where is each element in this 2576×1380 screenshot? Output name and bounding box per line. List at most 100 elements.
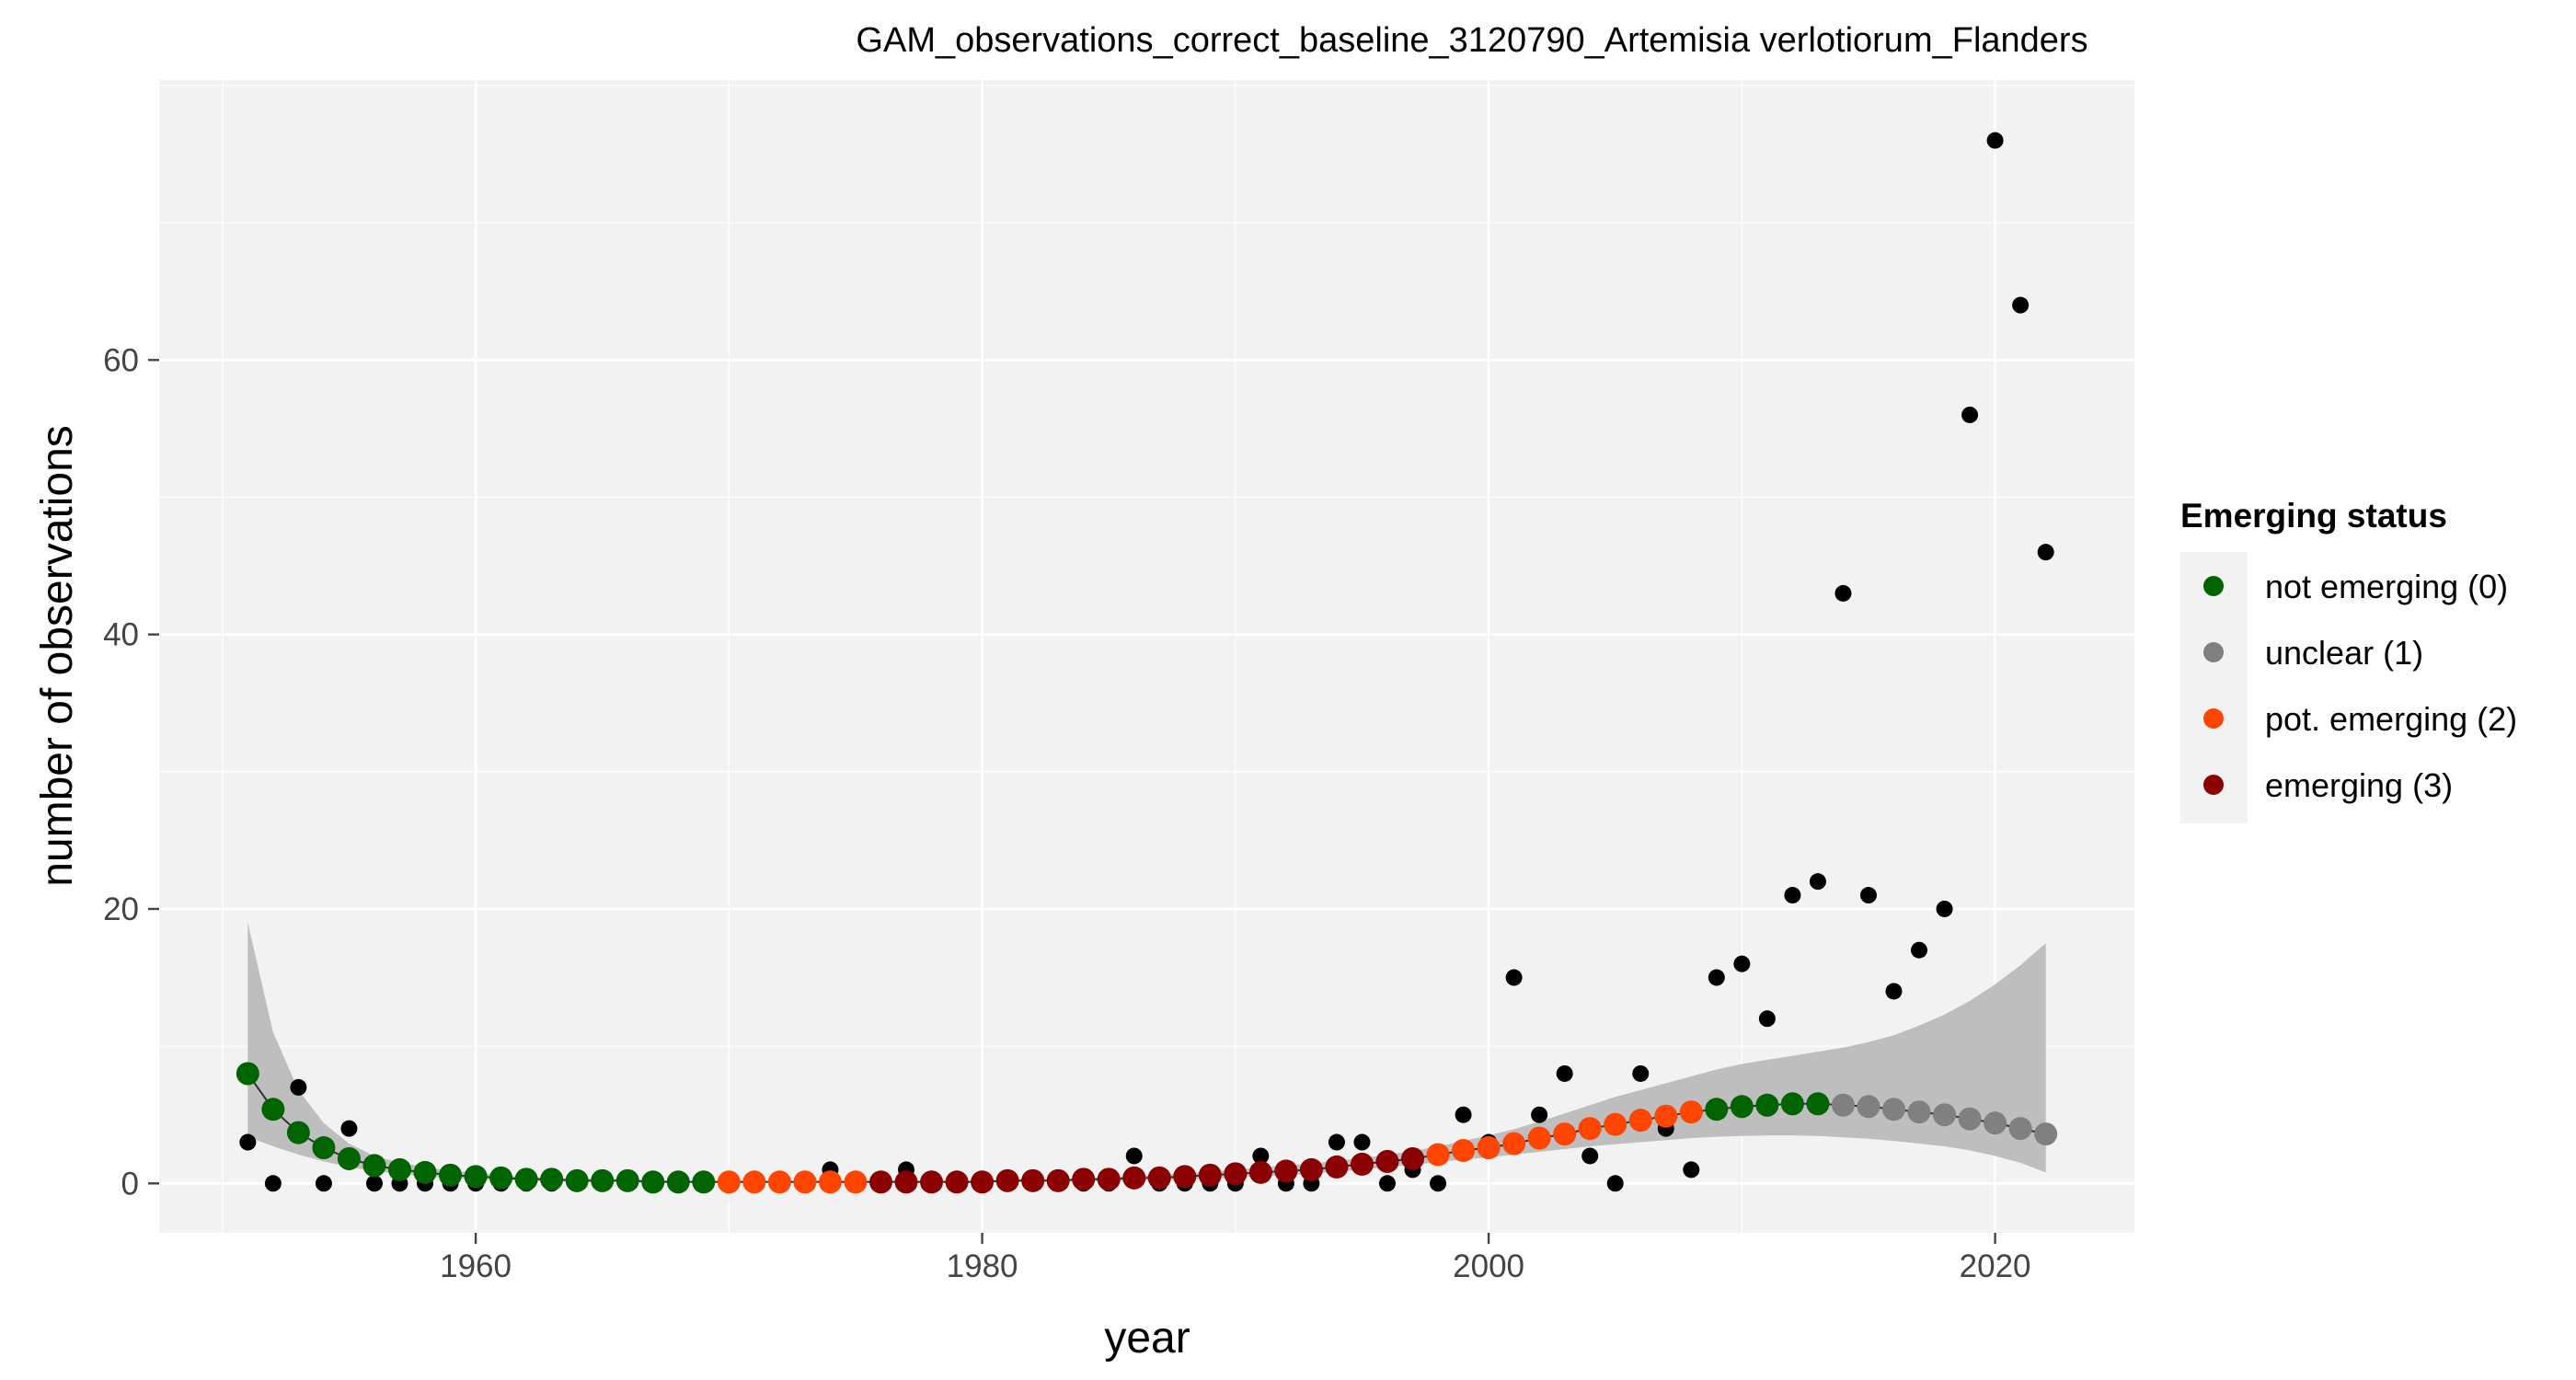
fitted-point	[1122, 1166, 1146, 1190]
fitted-point	[1375, 1149, 1399, 1173]
observed-point	[290, 1078, 307, 1096]
fitted-point	[1907, 1100, 1931, 1124]
fitted-point	[1604, 1112, 1627, 1136]
y-tick-label: 60	[103, 342, 139, 378]
y-axis: 0 20 40 60	[103, 342, 159, 1202]
observed-point	[340, 1120, 358, 1137]
observed-point	[1505, 969, 1523, 986]
plot-panel	[159, 80, 2134, 1233]
fitted-point	[1857, 1095, 1880, 1119]
fitted-point	[1452, 1139, 1476, 1162]
fitted-point	[818, 1170, 842, 1194]
legend-label: unclear (1)	[2265, 634, 2423, 672]
x-tick-label: 1960	[440, 1248, 512, 1284]
x-tick-label: 1980	[947, 1248, 1018, 1284]
fitted-point	[844, 1170, 868, 1194]
fitted-point	[1072, 1167, 1096, 1191]
fitted-point	[387, 1157, 411, 1181]
fitted-point	[337, 1146, 361, 1170]
observed-point	[1936, 900, 1953, 917]
observed-point	[1809, 873, 1826, 891]
observed-point	[1834, 584, 1852, 602]
fitted-point	[793, 1170, 817, 1194]
observed-point	[1859, 887, 1877, 904]
fitted-point	[742, 1170, 766, 1194]
fitted-point	[1730, 1095, 1754, 1119]
fitted-point	[971, 1170, 995, 1194]
observed-point	[1683, 1161, 1700, 1179]
fitted-point	[1401, 1146, 1425, 1170]
observed-point	[1455, 1106, 1472, 1123]
legend-label: emerging (3)	[2265, 766, 2453, 804]
fitted-point	[1325, 1155, 1349, 1179]
observed-point	[1252, 1147, 1270, 1165]
fitted-point	[591, 1168, 615, 1192]
fitted-point	[1958, 1107, 1982, 1131]
observed-point	[1581, 1147, 1599, 1165]
fitted-point	[717, 1170, 741, 1194]
fitted-point	[514, 1167, 538, 1191]
grid-lines	[159, 80, 2134, 1233]
fitted-point	[1502, 1132, 1526, 1156]
legend-key	[2203, 775, 2224, 795]
observed-point	[1328, 1133, 1345, 1151]
observed-point	[1986, 132, 2004, 149]
legend: Emerging status not emerging (0) unclear …	[2180, 497, 2517, 823]
x-axis: 1960 1980 2000 2020	[440, 1233, 2031, 1284]
observed-point	[1961, 406, 1979, 423]
fitted-point	[615, 1168, 639, 1192]
observed-point	[1125, 1147, 1143, 1165]
fitted-point	[1933, 1103, 1957, 1127]
fitted-point	[641, 1170, 665, 1194]
fitted-point	[1299, 1157, 1323, 1181]
observed-point	[1885, 983, 1903, 1000]
fitted-point	[1173, 1165, 1197, 1189]
fitted-point	[1882, 1098, 1906, 1121]
fitted-point	[413, 1160, 437, 1184]
observed-point	[315, 1175, 332, 1192]
observed-point	[1733, 955, 1751, 972]
fitted-point	[1831, 1093, 1855, 1117]
fitted-point	[1654, 1104, 1678, 1128]
observed-point	[2012, 296, 2030, 314]
fitted-point	[2008, 1117, 2032, 1141]
fitted-point	[540, 1167, 564, 1191]
fitted-point	[439, 1163, 463, 1187]
observed-point	[1758, 1010, 1776, 1028]
fitted-point	[1780, 1092, 1804, 1116]
observed-point	[365, 1175, 383, 1192]
y-tick-label: 0	[121, 1166, 139, 1202]
legend-key	[2203, 642, 2224, 662]
legend-label: not emerging (0)	[2265, 568, 2508, 605]
fitted-point	[286, 1121, 310, 1144]
fitted-point	[1705, 1098, 1729, 1121]
fitted-point	[1274, 1159, 1298, 1183]
x-axis-title: year	[1104, 1314, 1190, 1363]
x-tick-label: 2000	[1453, 1248, 1524, 1284]
fitted-point	[1679, 1100, 1703, 1124]
fitted-point	[945, 1170, 969, 1194]
y-axis-title: number of observations	[33, 425, 82, 887]
fitted-point	[464, 1165, 488, 1189]
observed-point	[1708, 969, 1725, 986]
fitted-point	[1755, 1093, 1779, 1117]
fitted-point	[1477, 1136, 1501, 1160]
observed-point	[1784, 887, 1801, 904]
observed-point	[1378, 1175, 1396, 1192]
fitted-point	[1984, 1111, 2007, 1135]
fitted-point	[920, 1170, 944, 1194]
fitted-points	[236, 1062, 2058, 1194]
x-tick-label: 2020	[1960, 1248, 2031, 1284]
fitted-point	[1350, 1152, 1374, 1176]
y-tick-label: 40	[103, 617, 139, 653]
confidence-ribbon	[247, 922, 2046, 1183]
observed-point	[2037, 544, 2054, 561]
fitted-point	[1046, 1168, 1070, 1192]
fitted-point	[1224, 1162, 1248, 1186]
observed-point	[1911, 941, 1928, 959]
fitted-point	[995, 1168, 1019, 1192]
fitted-point	[1426, 1143, 1450, 1167]
fitted-point	[2034, 1122, 2058, 1146]
y-tick-label: 20	[103, 891, 139, 927]
